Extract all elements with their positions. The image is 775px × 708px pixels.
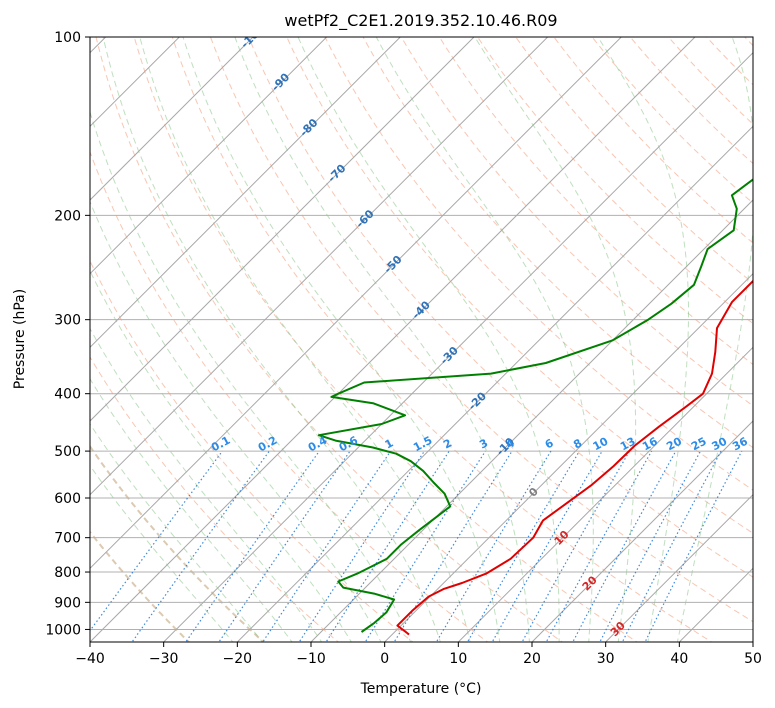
moist-adiabat-line: [90, 110, 412, 642]
x-tick-label: −20: [223, 651, 253, 667]
mixing-ratio-label: 13: [618, 435, 638, 454]
pressure-gridlines: [90, 37, 753, 630]
isotherm-line: [90, 37, 402, 349]
mixing-ratio-line: [218, 450, 351, 642]
isotherm-line: [90, 37, 254, 201]
x-tick-label: 40: [670, 651, 688, 667]
x-tick-label: 10: [449, 651, 467, 667]
x-tick-label: −10: [296, 651, 326, 667]
y-tick-label: 500: [54, 444, 81, 460]
mixing-ratio-lines: [90, 450, 743, 642]
isotherm-line: [90, 37, 475, 422]
y-tick-label: 1000: [45, 622, 81, 638]
mixing-ratio-line: [466, 450, 580, 642]
x-tick-label: 20: [523, 651, 541, 667]
temperature-profile-line: [396, 279, 753, 636]
isotherm-line: [90, 37, 623, 570]
mixing-ratio-label: 36: [730, 435, 750, 454]
isotherm-line: [90, 37, 696, 642]
y-tick-label: 800: [54, 565, 81, 581]
dewpoint-profile-line: [317, 178, 753, 633]
x-tick-label: −40: [75, 651, 105, 667]
mixing-ratio-label: 10: [591, 434, 611, 453]
data-series: [317, 178, 753, 636]
isotherms: [90, 37, 753, 642]
mixing-ratio-label: 20: [664, 434, 684, 453]
isotherm-line: [604, 493, 753, 642]
x-tick-label: 30: [597, 651, 615, 667]
isotherm-line: [90, 37, 549, 496]
chart-title: wetPf2_C2E1.2019.352.10.46.R09: [284, 11, 557, 31]
isotherm-line: [457, 346, 753, 642]
x-tick-label: 0: [380, 651, 389, 667]
plot-frame: [89, 36, 754, 643]
isotherm-line: [531, 420, 753, 642]
mixing-ratio-line: [131, 450, 270, 642]
y-axis-label: Pressure (hPa): [12, 289, 28, 389]
mixing-ratio-line: [185, 450, 320, 642]
moist-adiabat-line: [90, 200, 382, 642]
y-tick-label: 900: [54, 595, 81, 611]
y-tick-label: 300: [54, 313, 81, 329]
mixing-ratio-line: [90, 450, 223, 632]
y-tick-label: 700: [54, 531, 81, 547]
mixing-ratio-line: [393, 450, 513, 642]
mixing-ratio-line: [298, 450, 425, 642]
isotherm-line: [310, 199, 753, 642]
x-axis-label: Temperature (°C): [360, 681, 482, 697]
mixing-ratio-line: [262, 450, 392, 642]
isotherm-line: [383, 272, 753, 642]
mixing-ratio-line: [599, 450, 702, 642]
y-tick-label: 100: [54, 30, 81, 46]
mixing-ratio-label: 25: [689, 435, 709, 454]
dry-adiabat-line: [90, 259, 414, 642]
mixing-ratio-line: [364, 450, 486, 642]
y-tick-label: 200: [54, 208, 81, 224]
mixing-ratio-line: [325, 450, 450, 642]
y-axis-ticks: 100 200 300 400 500 600 700 800 900 1000: [45, 30, 90, 638]
x-axis-ticks: −40 −30 −20 −10 0 10 20 30 40 50: [75, 642, 762, 667]
mixing-ratio-line: [572, 450, 677, 642]
x-tick-label: 50: [744, 651, 762, 667]
x-tick-label: −30: [149, 651, 179, 667]
isotherm-line: [90, 37, 328, 275]
dry-adiabat-line: [90, 150, 489, 642]
mixing-ratio-line: [621, 450, 722, 642]
mixing-ratio-labels: 0.1 0.2 0.4 0.6 1 1.5 2 3 4 6 8 10 13 16 20 25 30 36: [209, 434, 750, 455]
mixing-ratio-label: 30: [710, 435, 730, 454]
mixing-ratio-label: 16: [640, 435, 660, 454]
y-tick-label: 400: [54, 387, 81, 403]
isotherm-line: [162, 51, 753, 642]
y-tick-label: 600: [54, 491, 81, 507]
isotherm-line: [236, 125, 753, 642]
